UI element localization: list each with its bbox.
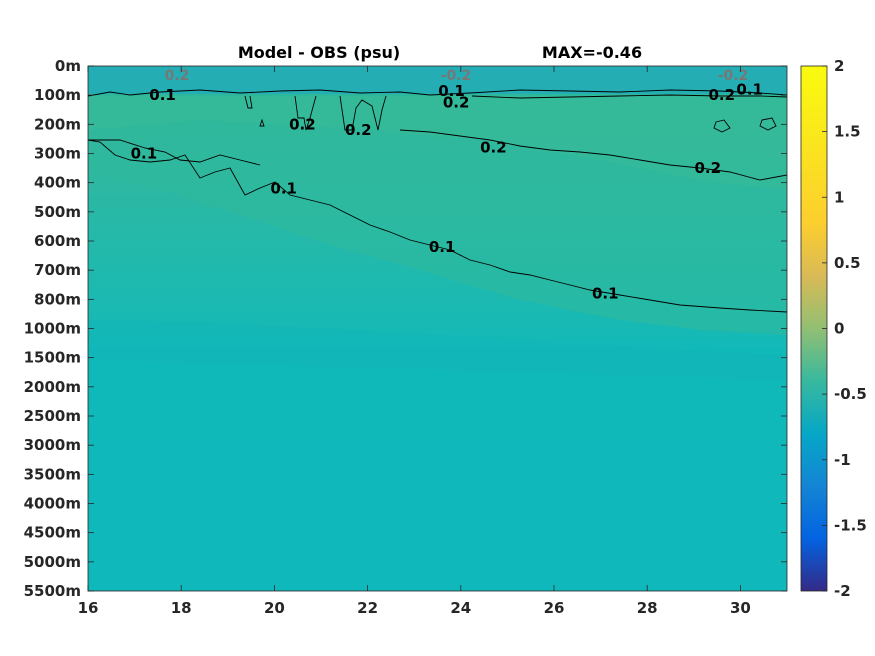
max-label: MAX=-0.46 — [542, 43, 642, 62]
contour-label-layer: 0.1 0.1 0.10.2 0.20.2 0.20.20.20.10.10.10.10… — [131, 68, 763, 303]
plot-area: 0.1 0.1 0.10.2 0.20.2 0.20.20.20.10.10.10.10… — [88, 66, 787, 591]
y-tick-label: 1500m — [24, 349, 81, 367]
contour-label: 0.2 — [694, 159, 721, 177]
x-tick-label: 26 — [544, 599, 565, 617]
x-axis: 16 18 20 22 24 26 28 30 — [78, 66, 751, 617]
colorbar-tick-label: 0 — [834, 320, 844, 338]
contour-label: 0.2 — [708, 86, 735, 104]
contour-label: 0.1 — [270, 180, 297, 198]
contour-label: 0.2 — [345, 121, 372, 139]
y-tick-label: 2000m — [24, 378, 81, 396]
y-tick-label: 4500m — [24, 524, 81, 542]
x-tick-label: 28 — [637, 599, 658, 617]
y-axis: 0m 100m 200m 300m 400m 500m 600m 700m 800m 1000m 1… — [24, 57, 787, 600]
contour-lines — [88, 89, 787, 313]
y-tick-label: 1000m — [24, 320, 81, 338]
contour-label: 0.1 — [131, 145, 158, 163]
y-tick-label: 500m — [34, 203, 81, 221]
y-tick-label: 300m — [34, 145, 81, 163]
contour-label: 0.2 — [480, 139, 507, 157]
y-tick-label: 0m — [55, 57, 81, 75]
y-tick-label: 200m — [34, 115, 81, 133]
contour-label: 0.1 — [149, 86, 176, 104]
colorbar-tick-label: -1.5 — [834, 516, 867, 534]
y-tick-label: 5500m — [24, 582, 81, 600]
y-tick-label: 2500m — [24, 407, 81, 425]
x-tick-label: 16 — [78, 599, 99, 617]
y-tick-label: 3000m — [24, 436, 81, 454]
colorbar-tick-label: 2 — [834, 57, 844, 75]
deep-transition — [88, 320, 787, 380]
surface-band — [88, 66, 787, 94]
y-tick-label: 5000m — [24, 553, 81, 571]
y-tick-label: 100m — [34, 86, 81, 104]
contour-label: 0.1 — [592, 285, 619, 303]
contour-label: 0.2 — [289, 115, 316, 133]
colorbar-tick-label: 1.5 — [834, 123, 861, 141]
contour-label: 0.2 — [443, 93, 470, 111]
contour-label: 0.1 — [736, 80, 763, 98]
colorbar-ticks: 2 1.5 1 0.5 0 -0.5 -1 -1.5 -2 — [822, 57, 867, 600]
x-tick-label: 20 — [264, 599, 285, 617]
surface-contour-label: -0.2 — [718, 68, 749, 84]
y-tick-label: 700m — [34, 261, 81, 279]
chart-title: Model - OBS (psu) — [238, 43, 400, 62]
contour-label: 0.1 — [429, 238, 456, 256]
surface-contour-label: 0.2 — [165, 68, 190, 84]
colorbar-tick-label: -0.5 — [834, 385, 867, 403]
y-tick-label: 400m — [34, 174, 81, 192]
surface-contour-label: -0.2 — [441, 68, 472, 84]
colorbar-tick-label: -1 — [834, 451, 851, 469]
contour-label: 0.1 — [438, 82, 465, 100]
x-tick-label: 24 — [450, 599, 471, 617]
colorbar-tick-label: 0.5 — [834, 254, 861, 272]
colorbar-tick-label: 1 — [834, 188, 844, 206]
x-tick-label: 18 — [171, 599, 192, 617]
y-tick-label: 800m — [34, 290, 81, 308]
x-tick-label: 22 — [357, 599, 378, 617]
y-tick-label: 600m — [34, 232, 81, 250]
field-band-shallow — [88, 96, 787, 190]
y-tick-label: 3500m — [24, 465, 81, 483]
y-tick-label: 4000m — [24, 495, 81, 513]
x-tick-label: 30 — [730, 599, 751, 617]
colorbar-tick-label: -2 — [834, 582, 851, 600]
